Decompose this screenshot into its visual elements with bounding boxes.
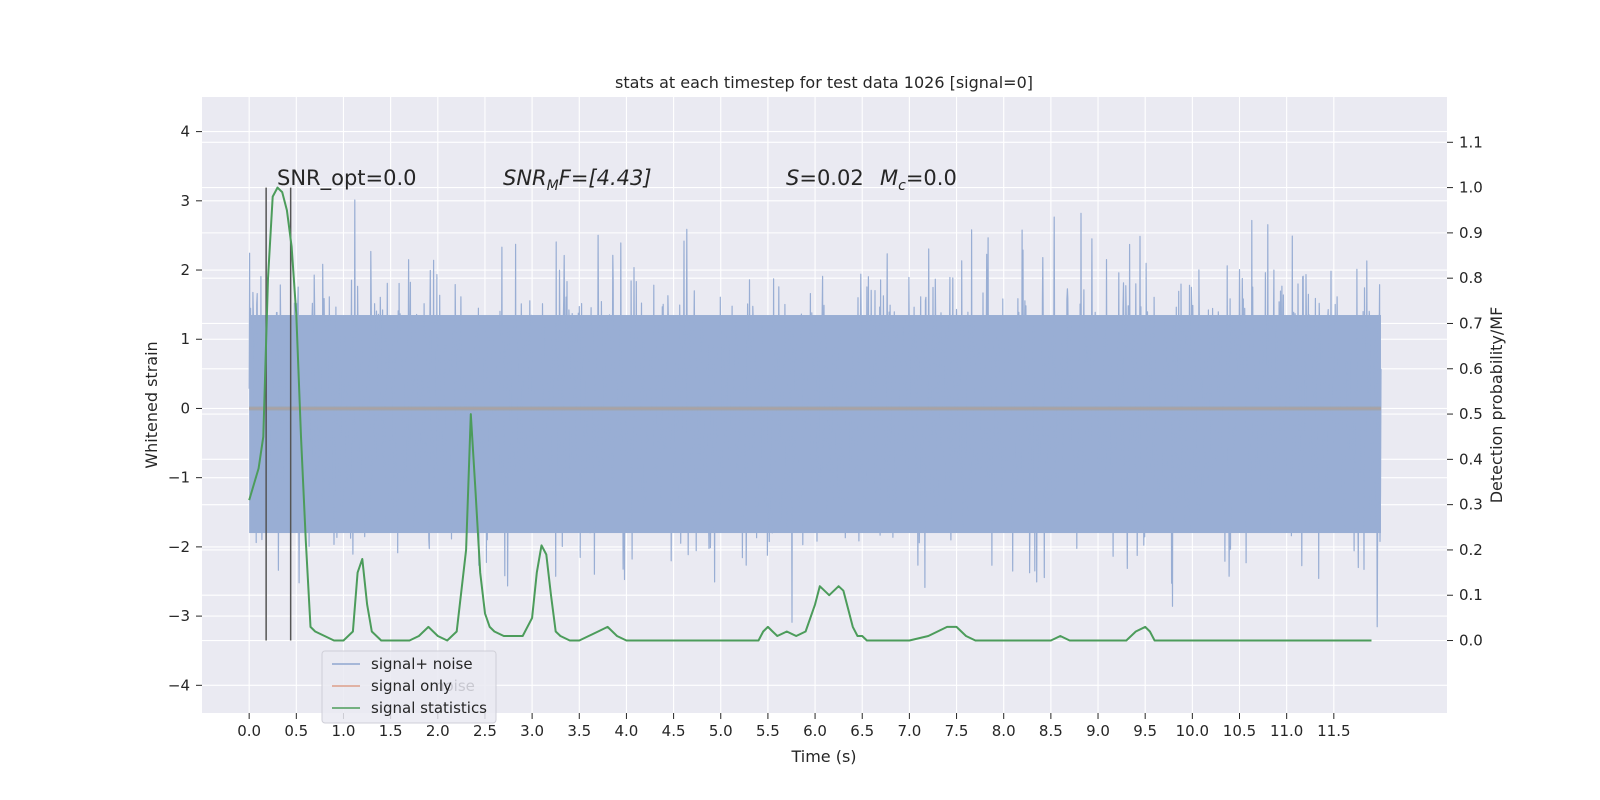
x-tick-label: 11.0 — [1270, 722, 1303, 740]
x-tick-label: 0.5 — [284, 722, 308, 740]
y2-tick-label: 0.4 — [1459, 450, 1483, 468]
chart-title: stats at each timestep for test data 102… — [615, 73, 1033, 92]
y-tick-label: 0 — [180, 399, 190, 417]
y2-tick-label: 1.1 — [1459, 133, 1483, 151]
y-tick-label: 2 — [180, 261, 190, 279]
y2-tick-label: 0.5 — [1459, 405, 1483, 423]
vertical-markers — [265, 187, 292, 641]
annotation-s-symbol: S — [786, 166, 799, 190]
y-tick-label: −3 — [168, 607, 190, 625]
y-tick-label: −1 — [168, 469, 190, 487]
x-tick-label: 6.0 — [803, 722, 827, 740]
y2-tick-label: 0.7 — [1459, 314, 1483, 332]
y-tick-label: 4 — [180, 123, 190, 141]
x-axis-ticks: 0.0 0.5 1.0 1.5 2.0 2.5 3.0 3.5 4.0 4.5 5.0 5.5 6.0 6… — [237, 713, 1351, 740]
statistics-line — [248, 186, 1372, 642]
y-tick-label: 1 — [180, 330, 190, 348]
annotation-snr-mf: SNRMF=[4.43] — [503, 166, 652, 194]
x-tick-label: 10.0 — [1176, 722, 1209, 740]
x-tick-label: 8.0 — [992, 722, 1016, 740]
annotation-snr-mf-symbol: SNR — [503, 166, 547, 190]
x-tick-label: 11.5 — [1317, 722, 1350, 740]
y2-tick-label: 0.2 — [1459, 541, 1483, 559]
y2-tick-label: 0.1 — [1459, 586, 1483, 604]
x-tick-label: 2.0 — [426, 722, 450, 740]
x-tick-label: 4.5 — [662, 722, 686, 740]
y2-axis-label: Detection probability/MF — [1487, 307, 1506, 504]
series-signal-plus-noise — [248, 199, 1382, 628]
annotation-s-value: =0.02 — [799, 166, 863, 190]
y2-tick-label: 0.9 — [1459, 224, 1483, 242]
annotation-mc-symbol: M — [880, 166, 898, 190]
y2-tick-label: 1.0 — [1459, 179, 1483, 197]
x-tick-label: 8.5 — [1039, 722, 1063, 740]
x-tick-label: 9.0 — [1086, 722, 1110, 740]
y2-tick-label: 0.3 — [1459, 496, 1483, 514]
x-tick-label: 6.5 — [850, 722, 874, 740]
annotation-snr-opt: SNR_opt=0.0 — [277, 166, 417, 191]
legend-overlapped-label: noise — [435, 677, 475, 695]
annotation-snr-mf-subscript: M — [547, 178, 559, 194]
annotation-s: S=0.02 — [786, 166, 864, 190]
x-tick-label: 7.0 — [897, 722, 921, 740]
x-tick-label: 4.0 — [615, 722, 639, 740]
legend-box — [321, 650, 497, 724]
x-tick-label: 2.5 — [473, 722, 497, 740]
legend-label-signal-only: signal only — [371, 677, 452, 695]
y-tick-label: −4 — [168, 676, 190, 694]
annotation-mc-value: =0.0 — [906, 166, 957, 190]
x-axis-label: Time (s) — [790, 747, 856, 766]
y-axis-label: Whitened strain — [142, 341, 161, 468]
series-signal-statistics — [248, 186, 1372, 642]
x-tick-label: 1.5 — [379, 722, 403, 740]
x-tick-label: 7.5 — [945, 722, 969, 740]
y-tick-label: −2 — [168, 538, 190, 556]
annotation-mc: Mc=0.0 — [880, 166, 957, 194]
y2-tick-label: 0.6 — [1459, 360, 1483, 378]
y2-axis-ticks: 1.1 1.0 0.9 0.8 0.7 0.6 0.5 0.4 0.3 0.2 0.1 0.0 — [1447, 133, 1483, 650]
x-tick-label: 3.5 — [567, 722, 591, 740]
x-tick-label: 5.5 — [756, 722, 780, 740]
x-tick-label: 10.5 — [1223, 722, 1256, 740]
noise-trace — [248, 199, 1382, 628]
legend: noise signal+ noise signal only signal s… — [321, 650, 497, 724]
y-axis-ticks: 4 3 2 1 0 −1 −2 −3 −4 — [168, 123, 202, 694]
x-tick-label: 1.0 — [332, 722, 356, 740]
annotation-snr-mf-value: F=[4.43] — [559, 166, 652, 190]
annotation-mc-subscript: c — [898, 178, 906, 194]
y2-tick-label: 0.8 — [1459, 269, 1483, 287]
x-tick-label: 0.0 — [237, 722, 261, 740]
x-tick-label: 9.5 — [1133, 722, 1157, 740]
legend-label-signal-noise: signal+ noise — [371, 655, 473, 673]
y-tick-label: 3 — [180, 192, 190, 210]
x-tick-label: 3.0 — [520, 722, 544, 740]
x-tick-label: 5.0 — [709, 722, 733, 740]
legend-label-signal-statistics: signal statistics — [371, 699, 487, 717]
y2-tick-label: 0.0 — [1459, 632, 1483, 650]
